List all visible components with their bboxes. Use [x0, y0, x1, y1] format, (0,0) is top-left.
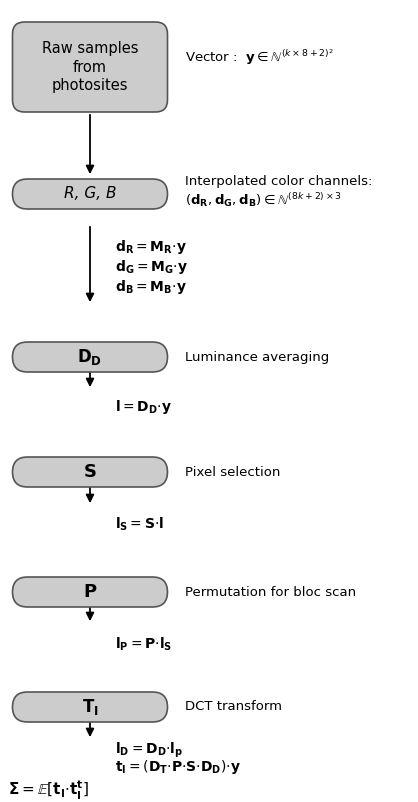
FancyBboxPatch shape: [13, 692, 168, 722]
FancyBboxPatch shape: [13, 577, 168, 607]
Text: P: P: [84, 583, 97, 601]
Text: Vector :  $\mathbf{y} \in \mathbb{N}^{(k\times8+2)^2}$: Vector : $\mathbf{y} \in \mathbb{N}^{(k\…: [185, 47, 334, 67]
Text: $\mathbf{d_B} = \mathbf{M_B}{\cdot}\mathbf{y}$: $\mathbf{d_B} = \mathbf{M_B}{\cdot}\math…: [115, 278, 187, 296]
Text: Pixel selection: Pixel selection: [185, 465, 280, 479]
Text: $\mathbf{d_R} = \mathbf{M_R}{\cdot}\mathbf{y}$: $\mathbf{d_R} = \mathbf{M_R}{\cdot}\math…: [115, 238, 187, 256]
Text: S: S: [84, 463, 97, 481]
FancyBboxPatch shape: [13, 179, 168, 209]
FancyBboxPatch shape: [13, 342, 168, 372]
Text: D$_\mathbf{D}$: D$_\mathbf{D}$: [77, 347, 102, 367]
Text: $\mathbf{l_S} = \mathbf{S} {\cdot} \mathbf{l}$: $\mathbf{l_S} = \mathbf{S} {\cdot} \math…: [115, 516, 164, 533]
Text: $\mathbf{l} = \mathbf{D_D}{\cdot}\mathbf{y}$: $\mathbf{l} = \mathbf{D_D}{\cdot}\mathbf…: [115, 398, 172, 416]
Text: DCT transform: DCT transform: [185, 700, 282, 714]
Text: Permutation for bloc scan: Permutation for bloc scan: [185, 585, 356, 598]
Text: R, G, B: R, G, B: [64, 187, 116, 201]
Text: T$_\mathbf{I}$: T$_\mathbf{I}$: [82, 697, 98, 717]
Text: Interpolated color channels:: Interpolated color channels:: [185, 176, 372, 188]
FancyBboxPatch shape: [13, 457, 168, 487]
Text: $\mathbf{d_G} = \mathbf{M_G}{\cdot}\mathbf{y}$: $\mathbf{d_G} = \mathbf{M_G}{\cdot}\math…: [115, 258, 188, 276]
Text: Luminance averaging: Luminance averaging: [185, 350, 329, 363]
Text: $\mathbf{t_I} = (\mathbf{D_T} {\cdot} \mathbf{P} {\cdot} \mathbf{S} {\cdot} \mat: $\mathbf{t_I} = (\mathbf{D_T} {\cdot} \m…: [115, 758, 241, 776]
Text: $(\mathbf{d_R},\mathbf{d_G},\mathbf{d_B}) \in \mathbb{N}^{(8k+2)\times3}$: $(\mathbf{d_R},\mathbf{d_G},\mathbf{d_B}…: [185, 191, 342, 209]
Text: $\mathbf{l_D} = \mathbf{D_D} {\cdot} \mathbf{l_p}$: $\mathbf{l_D} = \mathbf{D_D} {\cdot} \ma…: [115, 740, 184, 759]
FancyBboxPatch shape: [13, 22, 168, 112]
Text: $\mathbf{\Sigma} = \mathbb{E}[\mathbf{t_I} {\cdot} \mathbf{t_I^t}]$: $\mathbf{\Sigma} = \mathbb{E}[\mathbf{t_…: [8, 779, 89, 802]
Text: $\mathbf{l_P} = \mathbf{P} {\cdot} \mathbf{l_S}$: $\mathbf{l_P} = \mathbf{P} {\cdot} \math…: [115, 635, 172, 653]
Text: Raw samples
from
photosites: Raw samples from photosites: [42, 41, 138, 93]
